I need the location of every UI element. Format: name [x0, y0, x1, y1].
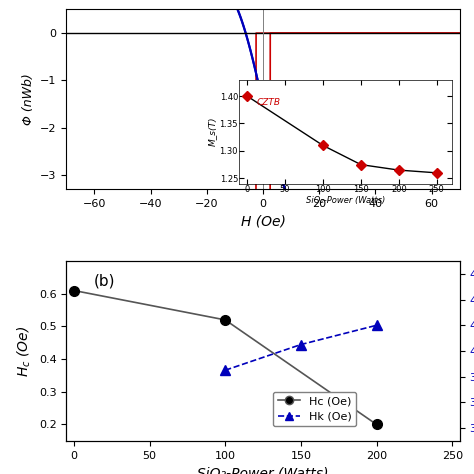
- X-axis label: H (Oe): H (Oe): [241, 214, 285, 228]
- Hk (Oe): [222, 367, 228, 373]
- Legend: Hc (Oe), Hk (Oe): Hc (Oe), Hk (Oe): [273, 392, 356, 426]
- Text: (b): (b): [94, 273, 115, 289]
- Line: Hc (Oe): Hc (Oe): [69, 286, 382, 429]
- Hc (Oe): [71, 288, 77, 293]
- Line: Hk (Oe): Hk (Oe): [220, 320, 382, 375]
- Y-axis label: $H_c$ (Oe): $H_c$ (Oe): [16, 325, 33, 377]
- Hc (Oe): [222, 317, 228, 323]
- Hc (Oe): [374, 422, 379, 428]
- Y-axis label: Φ (nWb): Φ (nWb): [22, 73, 35, 125]
- Hk (Oe): [374, 322, 379, 328]
- X-axis label: SiO₂-Power (Watts): SiO₂-Power (Watts): [197, 466, 329, 474]
- Hk (Oe): [298, 342, 304, 347]
